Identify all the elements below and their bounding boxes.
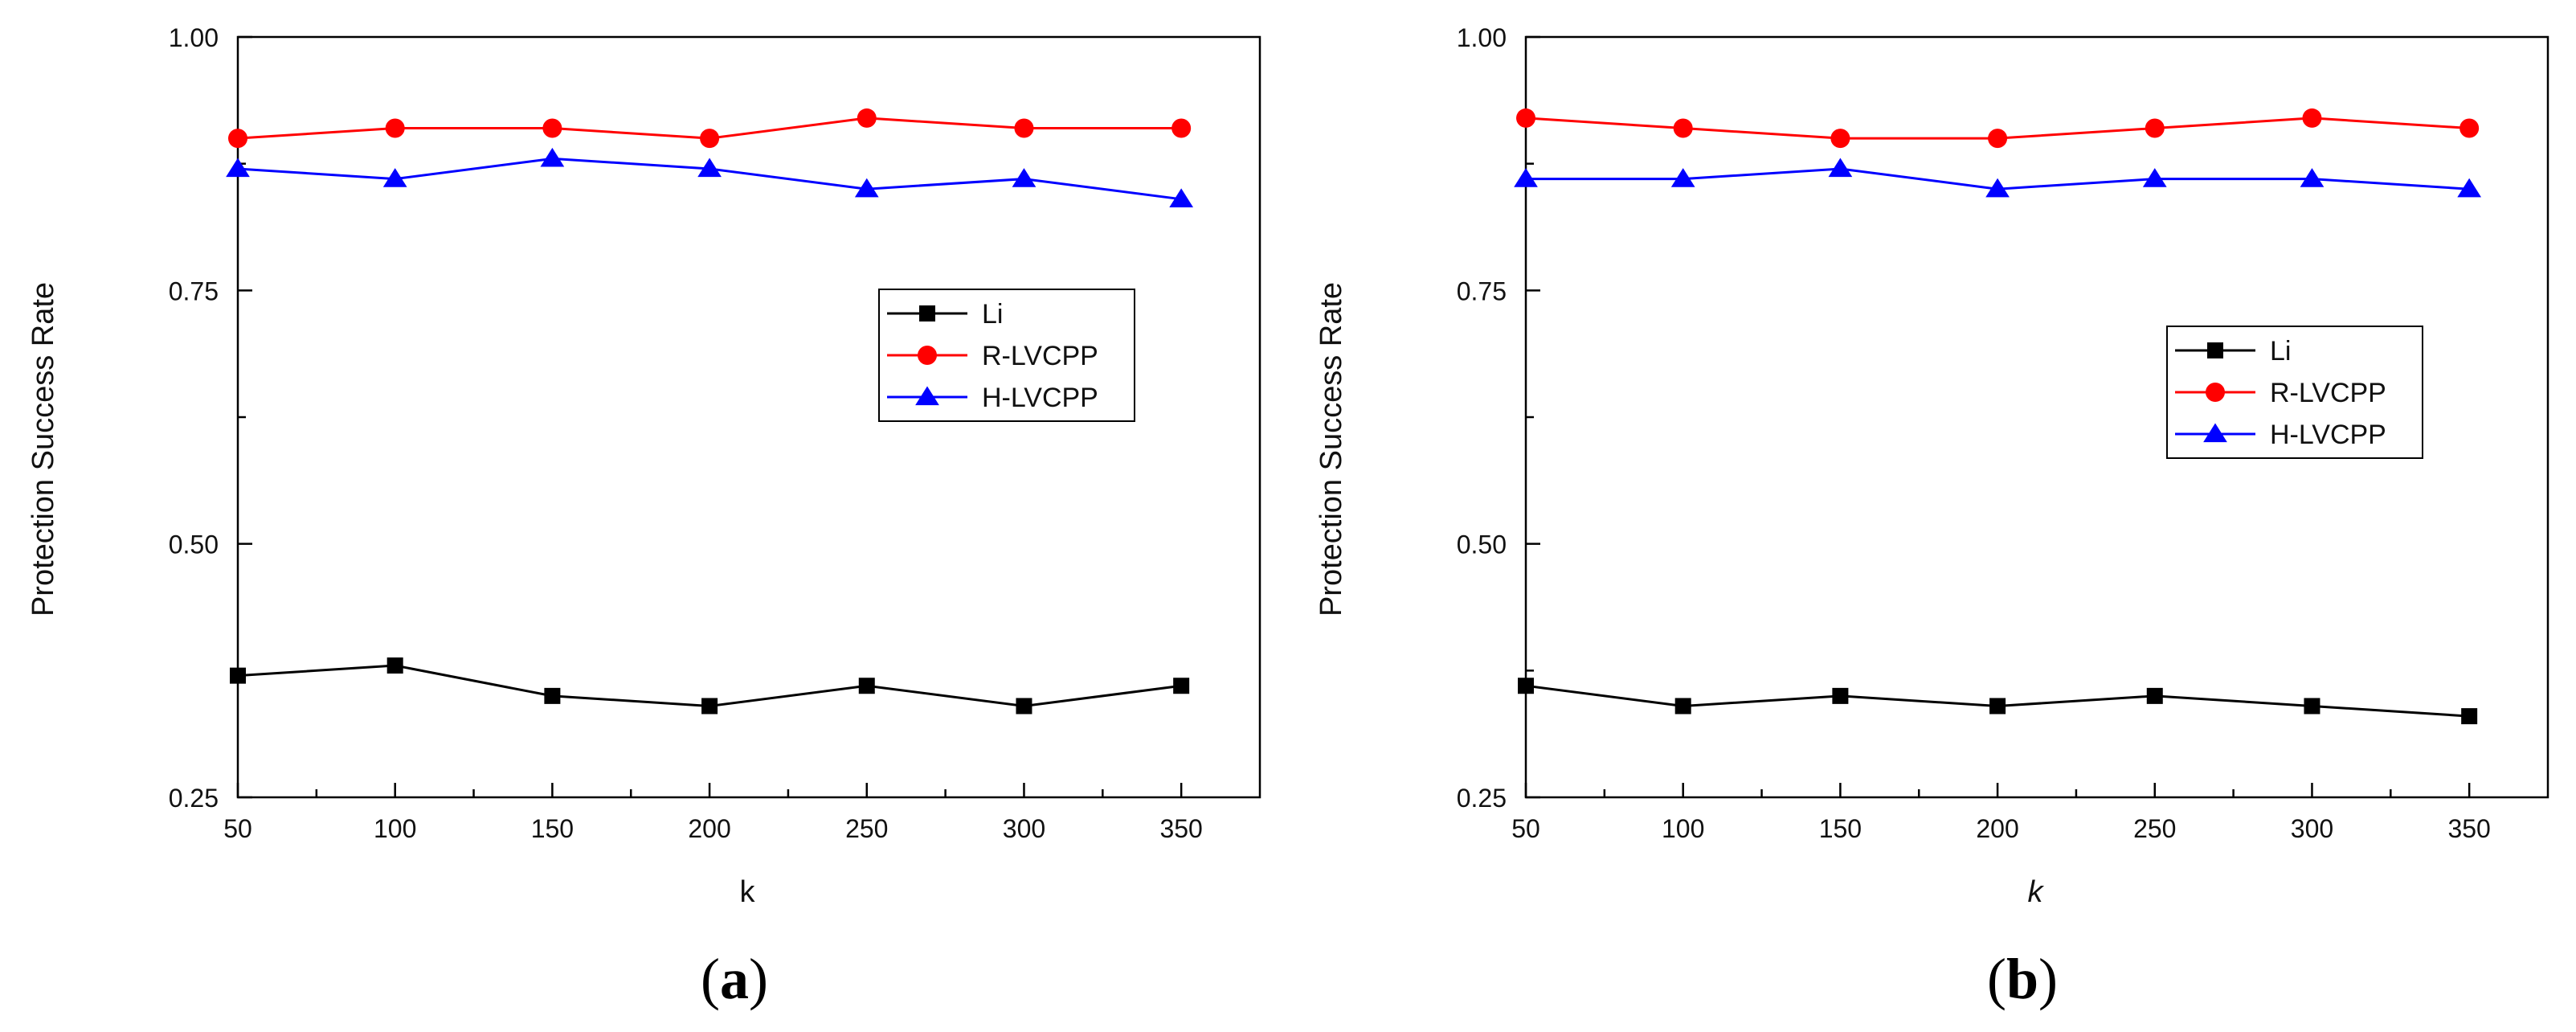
li-point-marker-6 bbox=[2461, 708, 2478, 725]
li-point-marker-5 bbox=[1016, 698, 1032, 715]
r-lvcpp-point-marker-6 bbox=[1171, 118, 1192, 138]
legend-li-marker bbox=[919, 305, 935, 321]
legend-entry-label: R-LVCPP bbox=[982, 341, 1098, 371]
legend-entry-label: Li bbox=[982, 299, 1003, 330]
chart-panel-a: 0.25 0.50 0.75 1.00 50 100 150 200 250 300 350 k Pro… bbox=[27, 23, 1261, 1011]
li-point-marker-3 bbox=[701, 698, 718, 715]
r-lvcpp-point-marker-0 bbox=[1516, 108, 1535, 128]
r-lvcpp-point-marker-4 bbox=[2145, 118, 2165, 138]
x-tick-label: 150 bbox=[531, 814, 574, 843]
series-h-lvcpp bbox=[226, 147, 1194, 207]
x-tick-label: 150 bbox=[1819, 814, 1862, 843]
li-point-marker-5 bbox=[2304, 698, 2320, 715]
legend-entry-label: H-LVCPP bbox=[982, 383, 1098, 413]
r-lvcpp-point-marker-3 bbox=[700, 129, 720, 149]
li-point-marker-0 bbox=[230, 667, 246, 684]
li-point-marker-2 bbox=[544, 687, 561, 704]
legend: Li R-LVCPP H-LVCPP bbox=[878, 289, 1135, 422]
li-point-marker-4 bbox=[858, 678, 875, 694]
r-lvcpp-point-marker-2 bbox=[542, 118, 562, 138]
legend-h-lvcpp-marker bbox=[915, 386, 939, 406]
r-lvcpp-point-marker-0 bbox=[228, 129, 247, 149]
li-point-marker-3 bbox=[1989, 698, 2006, 715]
y-tick-label: 0.75 bbox=[1457, 276, 1507, 305]
x-tick-label: 300 bbox=[2291, 814, 2333, 843]
panel-caption: (b) bbox=[1987, 947, 2058, 1011]
h-lvcpp-point-marker-2 bbox=[540, 147, 565, 167]
x-tick-label: 350 bbox=[1159, 814, 1202, 843]
legend: Li R-LVCPP H-LVCPP bbox=[2166, 326, 2423, 459]
x-tick-label: 100 bbox=[1662, 814, 1704, 843]
x-axis-label: k bbox=[740, 875, 756, 909]
y-tick-label: 0.25 bbox=[169, 784, 219, 813]
legend-entry-label: R-LVCPP bbox=[2270, 378, 2386, 408]
r-lvcpp-point-marker-5 bbox=[1014, 118, 1034, 138]
r-lvcpp-point-marker-3 bbox=[1988, 129, 2008, 149]
h-lvcpp-point-marker-1 bbox=[382, 168, 407, 187]
r-lvcpp-point-marker-1 bbox=[1673, 118, 1693, 138]
r-lvcpp-point-marker-6 bbox=[2459, 118, 2480, 138]
h-lvcpp-point-marker-2 bbox=[1828, 158, 1853, 178]
series-li bbox=[1518, 678, 2478, 725]
li-point-marker-1 bbox=[1674, 698, 1691, 715]
y-tick-label: 1.00 bbox=[1457, 23, 1507, 52]
y-axis-label: Protection Success Rate bbox=[27, 282, 60, 616]
x-tick-label: 250 bbox=[2133, 814, 2176, 843]
h-lvcpp-point-marker-5 bbox=[2300, 168, 2325, 187]
h-lvcpp-point-marker-1 bbox=[1670, 168, 1695, 187]
series-r-lvcpp bbox=[228, 108, 1192, 149]
li-point-marker-4 bbox=[2146, 687, 2163, 704]
h-lvcpp-point-marker-3 bbox=[697, 158, 722, 178]
h-lvcpp-point-marker-4 bbox=[2142, 168, 2167, 187]
r-lvcpp-point-marker-1 bbox=[385, 118, 405, 138]
h-lvcpp-point-marker-0 bbox=[226, 158, 250, 178]
h-lvcpp-point-marker-4 bbox=[854, 178, 879, 198]
x-tick-label: 350 bbox=[2447, 814, 2490, 843]
h-lvcpp-point-marker-6 bbox=[1169, 188, 1194, 207]
x-tick-label: 100 bbox=[374, 814, 416, 843]
series-r-lvcpp bbox=[1516, 108, 2480, 149]
legend-li-marker bbox=[2207, 342, 2223, 358]
x-tick-label: 200 bbox=[1976, 814, 2018, 843]
panel-caption: (a) bbox=[701, 947, 768, 1011]
legend-h-lvcpp-marker bbox=[2203, 423, 2227, 443]
li-point-marker-6 bbox=[1173, 678, 1190, 694]
h-lvcpp-point-marker-6 bbox=[2457, 178, 2482, 198]
x-tick-label: 250 bbox=[845, 814, 888, 843]
legend-r-lvcpp-marker bbox=[918, 346, 937, 365]
x-axis-label: k bbox=[2028, 875, 2045, 909]
line-chart-a: 0.25 0.50 0.75 1.00 50 100 150 200 250 300 350 k Pro… bbox=[27, 23, 1261, 1011]
legend-r-lvcpp-marker bbox=[2206, 383, 2225, 402]
h-lvcpp-point-marker-3 bbox=[1985, 178, 2010, 198]
series-h-lvcpp bbox=[1514, 158, 2482, 198]
y-tick-label: 1.00 bbox=[169, 23, 219, 52]
legend-entry-label: H-LVCPP bbox=[2270, 420, 2386, 450]
li-point-marker-0 bbox=[1518, 678, 1534, 694]
h-lvcpp-point-marker-5 bbox=[1012, 168, 1037, 187]
li-point-marker-2 bbox=[1832, 687, 1849, 704]
y-tick-label: 0.75 bbox=[169, 276, 219, 305]
y-tick-label: 0.50 bbox=[169, 530, 219, 559]
y-axis-label: Protection Success Rate bbox=[1315, 282, 1348, 616]
r-lvcpp-point-marker-2 bbox=[1830, 129, 1850, 149]
h-lvcpp-point-marker-0 bbox=[1514, 168, 1538, 187]
series-li bbox=[230, 657, 1190, 715]
x-tick-label: 200 bbox=[688, 814, 730, 843]
x-tick-label: 50 bbox=[1511, 814, 1540, 843]
x-tick-label: 300 bbox=[1003, 814, 1045, 843]
r-lvcpp-point-marker-5 bbox=[2302, 108, 2322, 128]
r-lvcpp-point-marker-4 bbox=[857, 108, 877, 128]
line-chart-b: 0.25 0.50 0.75 1.00 50 100 150 200 250 300 350 k Pro… bbox=[1315, 23, 2549, 1011]
x-tick-label: 50 bbox=[223, 814, 252, 843]
y-tick-label: 0.50 bbox=[1457, 530, 1507, 559]
chart-panel-b: 0.25 0.50 0.75 1.00 50 100 150 200 250 300 350 k Pro… bbox=[1288, 0, 2576, 1032]
legend-entry-label: Li bbox=[2270, 336, 2291, 367]
li-point-marker-1 bbox=[386, 657, 403, 674]
y-tick-label: 0.25 bbox=[1457, 784, 1507, 813]
